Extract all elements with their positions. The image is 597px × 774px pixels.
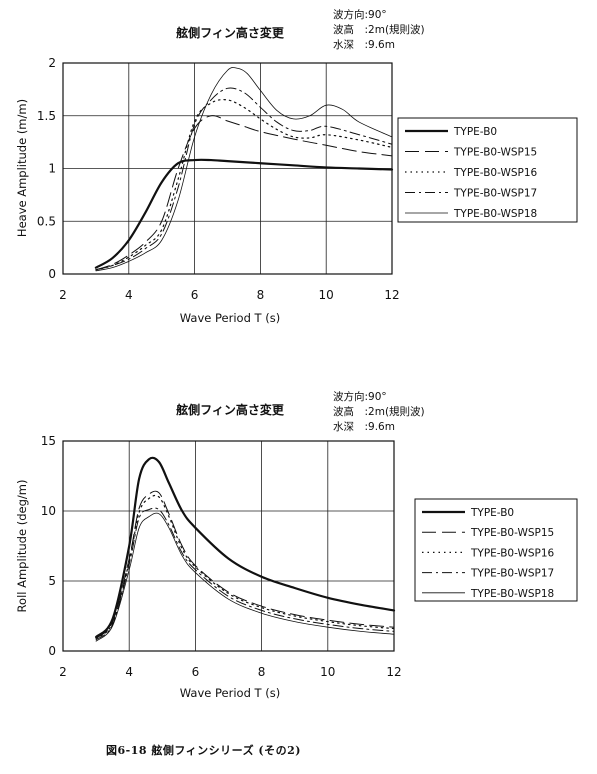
x-tick-label: 6 xyxy=(192,665,200,679)
series-line-type-b0 xyxy=(94,158,394,269)
y-tick-label: 0.5 xyxy=(37,214,56,228)
legend-box xyxy=(397,117,578,223)
legend-label: TYPE-B0-WSP15 xyxy=(453,147,537,159)
plot-frame xyxy=(62,440,395,652)
y-tick-label: 2 xyxy=(48,56,56,70)
x-tick-label: 8 xyxy=(258,665,266,679)
legend-label: TYPE-B0 xyxy=(453,126,497,138)
heave-amplitude-chart: 舷側フィン高さ変更 波方向:90° 波高 :2m(規則波) 水深 :9.6m 2… xyxy=(15,8,578,325)
chart-title: 舷側フィン高さ変更 xyxy=(176,402,285,417)
legend-label: TYPE-B0 xyxy=(470,507,514,519)
legend-label: TYPE-B0-WSP18 xyxy=(470,588,554,600)
x-axis-label: Wave Period T (s) xyxy=(180,311,280,325)
x-tick-label: 12 xyxy=(384,288,399,302)
x-tick-label: 2 xyxy=(59,665,67,679)
series-line-type-b0-wsp16 xyxy=(95,99,393,271)
y-tick-label: 15 xyxy=(41,434,56,448)
x-tick-label: 4 xyxy=(125,288,133,302)
legend-label: TYPE-B0-WSP17 xyxy=(470,568,554,580)
axis-ticks: 2 4 6 8 10 12 0 5 10 15 xyxy=(41,434,402,679)
y-tick-label: 0 xyxy=(48,267,56,281)
condition-wave-height: 波高 :2m(規則波) xyxy=(333,23,425,36)
series-line-type-b0-wsp18 xyxy=(95,512,395,642)
x-tick-label: 8 xyxy=(257,288,265,302)
condition-wave-height: 波高 :2m(規則波) xyxy=(333,405,425,418)
plot-grid xyxy=(63,441,394,651)
chart-title: 舷側フィン高さ変更 xyxy=(176,25,285,40)
legend-label: TYPE-B0-WSP16 xyxy=(470,547,555,559)
legend: TYPE-B0 TYPE-B0-WSP15 TYPE-B0-WSP16 TYPE-B0… xyxy=(414,498,578,602)
legend-label: TYPE-B0-WSP17 xyxy=(453,188,537,200)
y-axis-label: Heave Amplitude (m/m) xyxy=(15,99,29,237)
y-tick-label: 0 xyxy=(48,644,56,658)
y-tick-label: 1 xyxy=(48,162,56,176)
series-line-type-b0-wsp18 xyxy=(95,67,393,272)
y-tick-label: 10 xyxy=(41,504,56,518)
x-tick-label: 10 xyxy=(320,665,335,679)
y-tick-label: 5 xyxy=(48,574,56,588)
x-tick-label: 2 xyxy=(59,288,67,302)
condition-wave-direction: 波方向:90° xyxy=(333,8,387,21)
series-line-type-b0-wsp16 xyxy=(95,494,395,639)
condition-water-depth: 水深 :9.6m xyxy=(333,421,395,433)
y-axis-label: Roll Amplitude (deg/m) xyxy=(15,480,29,613)
legend-label: TYPE-B0-WSP16 xyxy=(453,167,538,179)
series-line-type-b0 xyxy=(95,456,396,639)
series-line-type-b0-wsp17 xyxy=(95,87,393,271)
x-tick-label: 12 xyxy=(386,665,401,679)
legend-label: TYPE-B0-WSP18 xyxy=(453,208,537,220)
condition-water-depth: 水深 :9.6m xyxy=(333,39,395,51)
y-tick-label: 1.5 xyxy=(37,109,56,123)
plot-grid xyxy=(63,63,392,274)
axis-ticks: 2 4 6 8 10 12 0 0.5 1 1.5 2 xyxy=(37,56,400,302)
legend-box xyxy=(414,498,578,602)
legend: TYPE-B0 TYPE-B0-WSP15 TYPE-B0-WSP16 TYPE-B0… xyxy=(397,117,578,223)
plot-series xyxy=(95,456,396,642)
legend-label: TYPE-B0-WSP15 xyxy=(470,527,554,539)
figure-caption: 図6-18 舷側フィンシリーズ (その2) xyxy=(106,744,301,757)
series-line-type-b0-wsp15 xyxy=(95,115,393,271)
condition-wave-direction: 波方向:90° xyxy=(333,390,387,403)
x-tick-label: 6 xyxy=(191,288,199,302)
series-line-type-b0-wsp15 xyxy=(95,490,395,639)
plot-series xyxy=(94,67,394,272)
x-tick-label: 10 xyxy=(319,288,334,302)
roll-amplitude-chart: 舷側フィン高さ変更 波方向:90° 波高 :2m(規則波) 水深 :9.6m 2… xyxy=(15,390,578,700)
x-tick-label: 4 xyxy=(125,665,133,679)
x-axis-label: Wave Period T (s) xyxy=(180,686,280,700)
series-line-type-b0-wsp17 xyxy=(95,507,395,641)
